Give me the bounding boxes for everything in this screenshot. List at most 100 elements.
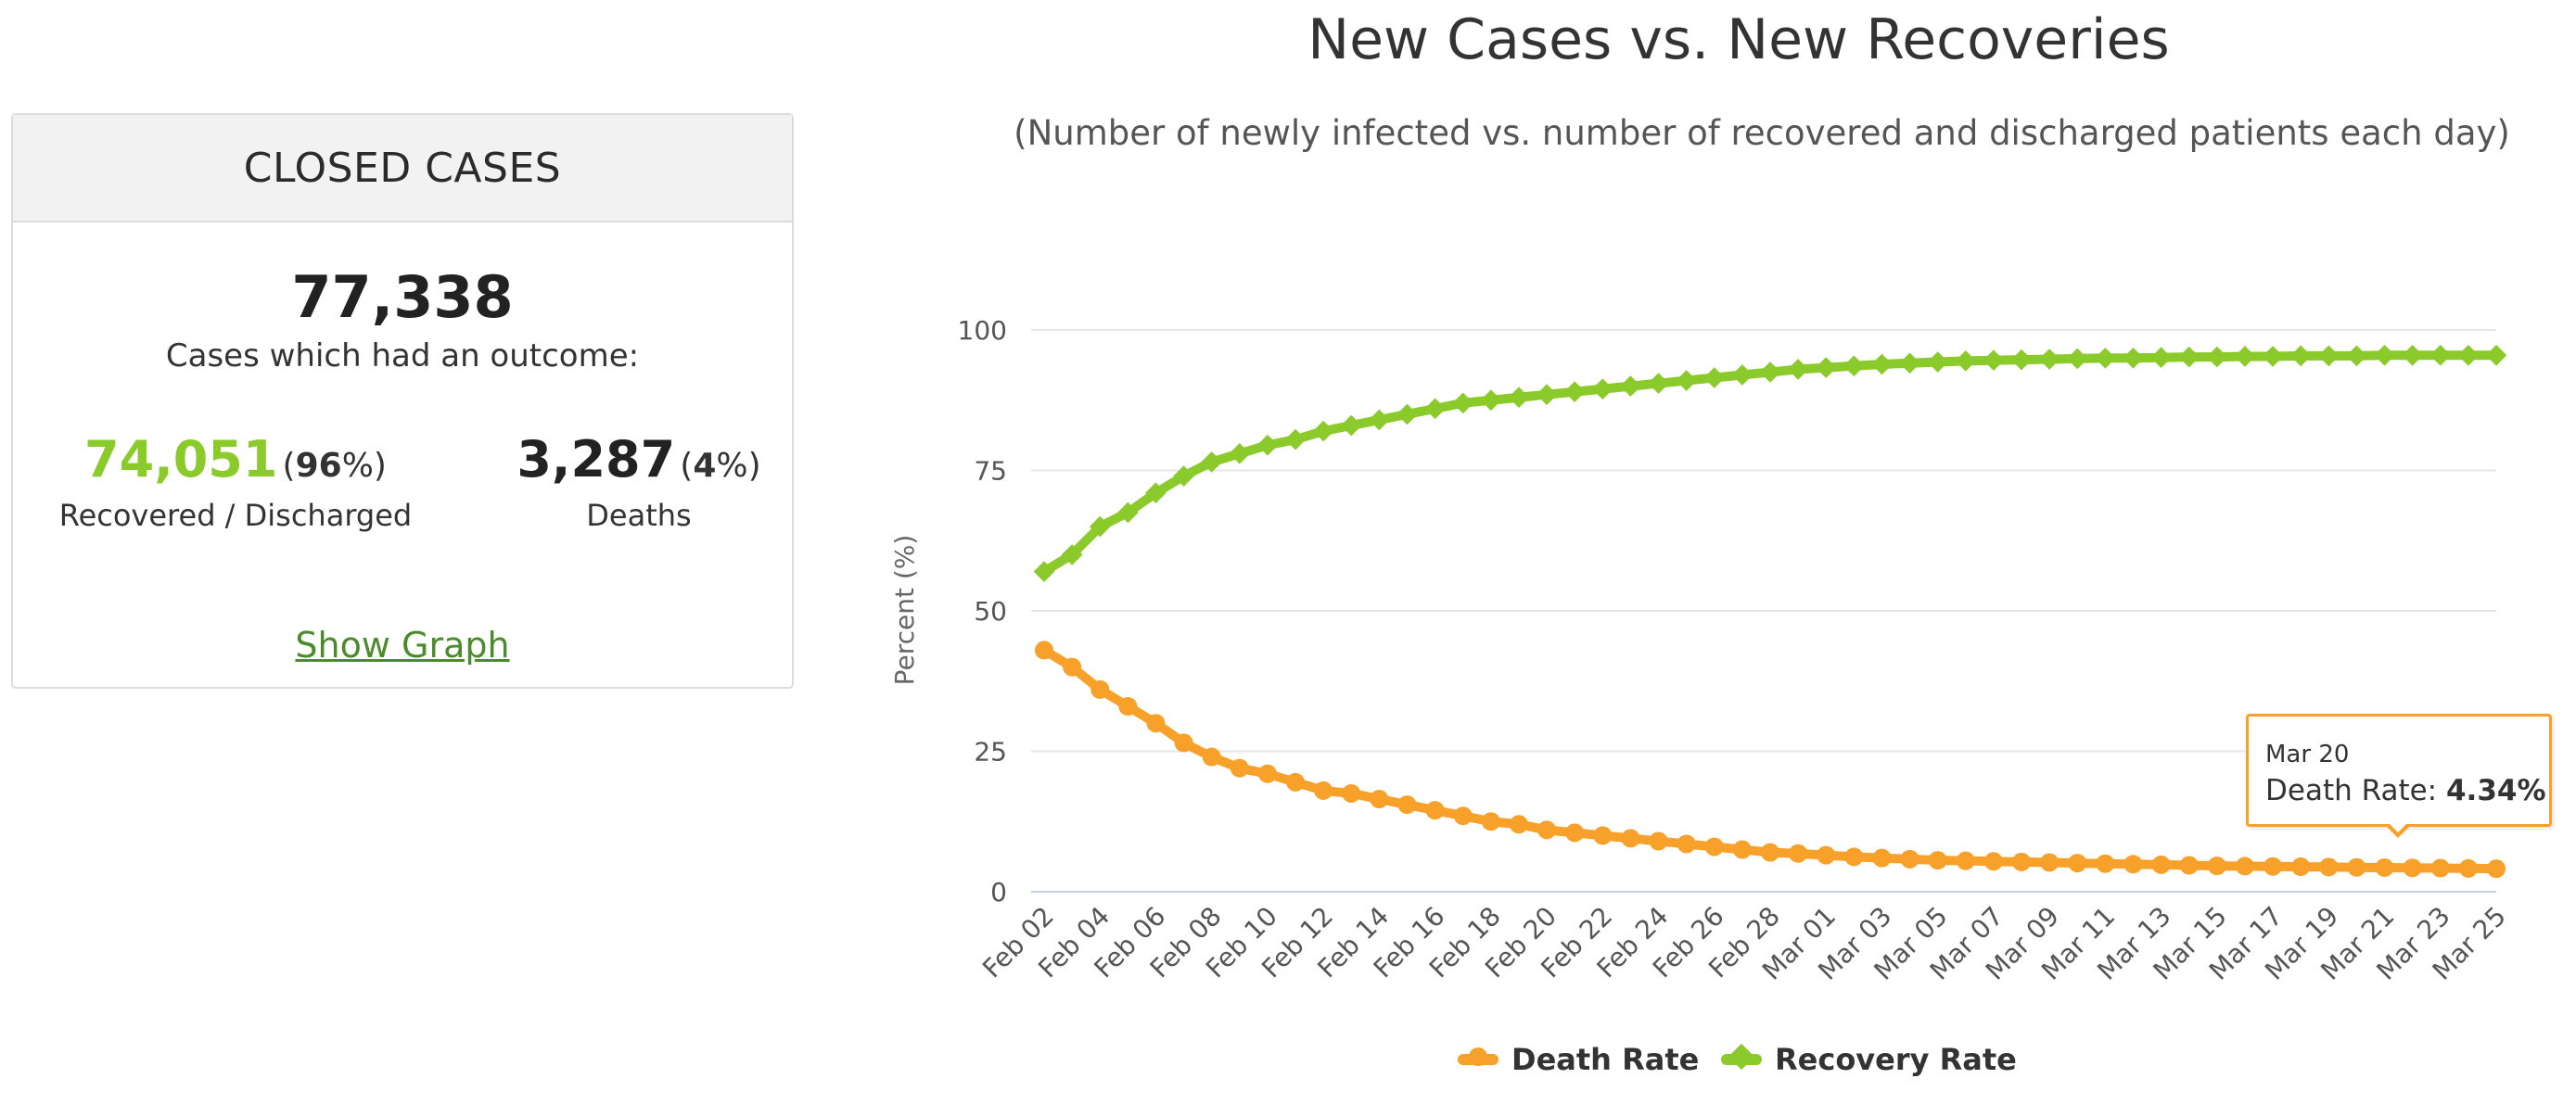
data-point[interactable] [1817,845,1836,865]
data-point[interactable] [2151,855,2171,874]
data-point[interactable] [1312,420,1334,442]
data-point[interactable] [2178,346,2200,368]
data-point[interactable] [1703,367,1726,388]
data-point[interactable] [2347,857,2366,877]
data-point[interactable] [1425,801,1445,820]
data-point[interactable] [1146,714,1166,733]
show-graph-link[interactable]: Show Graph [295,625,510,666]
data-point[interactable] [1481,812,1500,831]
data-point[interactable] [2038,349,2060,370]
data-point[interactable] [1843,355,1865,377]
data-point[interactable] [2402,344,2423,366]
data-point[interactable] [1340,414,1362,437]
legend-item-recovery-rate[interactable]: Recovery Rate [1721,1042,2017,1077]
data-point[interactable] [2291,857,2311,877]
data-point[interactable] [2150,347,2172,369]
data-point[interactable] [1677,834,1696,854]
data-point[interactable] [1704,837,1724,857]
data-point[interactable] [1591,378,1613,400]
data-point[interactable] [1899,352,1920,374]
data-point[interactable] [2457,344,2480,366]
data-point[interactable] [1117,501,1139,524]
data-point[interactable] [1872,848,1892,868]
data-point[interactable] [1257,764,1277,783]
data-point[interactable] [2096,854,2115,873]
data-point[interactable] [1033,561,1055,582]
data-point[interactable] [1983,349,2005,372]
data-point[interactable] [1900,849,1919,869]
data-point[interactable] [2458,858,2478,878]
data-point[interactable] [1649,831,1668,851]
data-point[interactable] [1284,428,1307,450]
data-point[interactable] [1536,384,1558,406]
data-point[interactable] [2012,852,2032,871]
data-point[interactable] [1593,826,1613,845]
data-point[interactable] [1509,815,1528,834]
data-point[interactable] [1508,387,1530,409]
data-point[interactable] [1928,851,1947,870]
data-point[interactable] [2010,349,2033,371]
data-point[interactable] [1452,392,1474,414]
data-point[interactable] [1787,359,1809,380]
data-point[interactable] [2429,344,2452,366]
data-point[interactable] [1090,679,1110,699]
data-point[interactable] [1424,398,1446,420]
data-point[interactable] [1342,783,1361,803]
data-point[interactable] [2179,856,2199,875]
data-point[interactable] [1145,482,1167,504]
data-point[interactable] [1537,820,1557,840]
data-point[interactable] [2485,344,2507,366]
data-point[interactable] [2235,857,2254,876]
data-point[interactable] [1676,370,1697,391]
data-point[interactable] [1089,515,1111,538]
data-point[interactable] [2068,854,2087,873]
data-point[interactable] [1759,362,1781,383]
data-point[interactable] [2206,346,2228,368]
data-point[interactable] [2207,857,2226,876]
data-point[interactable] [1396,403,1418,425]
data-point[interactable] [2066,348,2088,370]
legend-item-death-rate[interactable]: Death Rate [1458,1042,1699,1077]
data-point[interactable] [1732,840,1752,859]
data-point[interactable] [1844,847,1864,867]
data-point[interactable] [1955,350,1977,372]
data-point[interactable] [1761,843,1779,862]
data-point[interactable] [2095,347,2116,369]
data-point[interactable] [1453,806,1473,826]
data-point[interactable] [1230,758,1249,778]
data-point[interactable] [2375,857,2394,877]
data-point[interactable] [1480,389,1502,412]
data-point[interactable] [2430,858,2450,878]
data-point[interactable] [1620,375,1641,397]
data-point[interactable] [1314,780,1333,800]
data-point[interactable] [2234,346,2256,367]
data-point[interactable] [1789,844,1808,863]
data-point[interactable] [1201,451,1223,473]
data-point[interactable] [2040,853,2060,872]
data-point[interactable] [1621,829,1640,848]
data-point[interactable] [1648,373,1669,394]
data-point[interactable] [1286,772,1306,792]
data-point[interactable] [2317,345,2340,367]
data-point[interactable] [2403,858,2422,878]
data-point[interactable] [1871,353,1893,375]
data-point[interactable] [2264,857,2283,876]
data-point[interactable] [1061,544,1083,565]
data-point[interactable] [1397,795,1417,815]
data-point[interactable] [1565,823,1585,843]
data-point[interactable] [1035,641,1053,660]
data-point[interactable] [2346,345,2367,367]
data-point[interactable] [2487,859,2506,879]
data-point[interactable] [1369,409,1390,431]
data-point[interactable] [1956,851,1975,870]
data-point[interactable] [2262,346,2284,367]
data-point[interactable] [2123,347,2144,369]
data-point[interactable] [2123,855,2143,874]
data-point[interactable] [1256,434,1279,456]
data-point[interactable] [1118,697,1138,717]
data-point[interactable] [1229,443,1251,464]
data-point[interactable] [1202,747,1221,767]
data-point[interactable] [1983,852,2003,871]
data-point[interactable] [1173,465,1194,487]
data-point[interactable] [2319,857,2339,877]
